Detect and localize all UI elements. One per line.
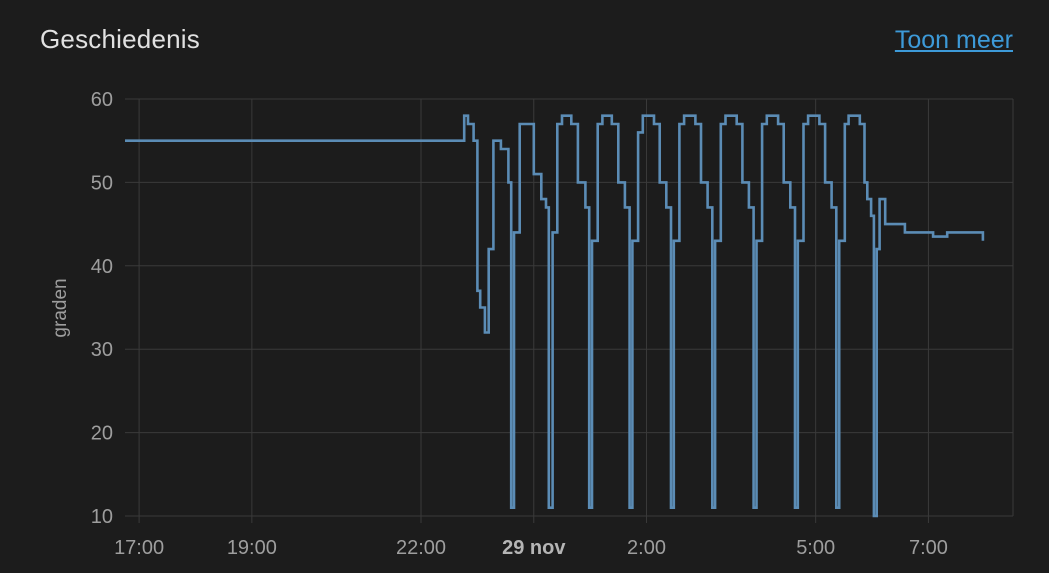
series-layer: [125, 114, 985, 518]
y-tick-label: 30: [91, 339, 113, 361]
grid-lines: [125, 98, 1014, 523]
x-tick-label: 2:00: [627, 537, 666, 559]
x-tick-label: 7:00: [909, 537, 948, 559]
x-axis-ticks: 17:00 19:00 22:00 29 nov 2:00 5:00 7:00: [114, 537, 948, 559]
show-more-link[interactable]: Toon meer: [894, 26, 1013, 54]
x-tick-label: 22:00: [396, 537, 446, 559]
y-axis-ticks: 10 20 30 40 50 60: [91, 89, 113, 528]
x-tick-label: 29 nov: [502, 537, 566, 559]
x-tick-label: 17:00: [114, 537, 164, 559]
card-title: Geschiedenis: [40, 24, 200, 54]
y-axis-title: graden: [50, 278, 71, 337]
y-tick-label: 20: [91, 423, 113, 445]
y-tick-label: 60: [91, 89, 113, 111]
y-tick-label: 40: [91, 256, 113, 278]
y-tick-label: 10: [91, 506, 113, 528]
series-line-1[interactable]: [125, 114, 985, 518]
x-tick-label: 19:00: [227, 537, 277, 559]
y-tick-label: 50: [91, 172, 113, 194]
x-tick-label: 5:00: [796, 537, 835, 559]
